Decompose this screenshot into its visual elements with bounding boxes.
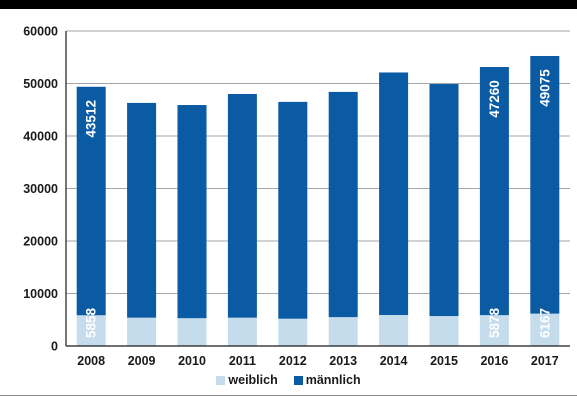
bottom-rule xyxy=(0,395,577,396)
y-tick-label: 40000 xyxy=(23,130,58,144)
legend-swatch-maennlich xyxy=(293,375,303,385)
x-tick-label: 2016 xyxy=(480,354,508,368)
bar-2015-series-1 xyxy=(429,84,459,317)
x-tick-label: 2010 xyxy=(178,354,206,368)
stacked-bar-chart: 0 10000 20000 30000 40000 50000 60000 2008 2009 2… xyxy=(23,25,570,368)
bar-2012-series-0 xyxy=(278,318,308,346)
bar-2014-series-0 xyxy=(379,315,409,346)
x-tick-label: 2014 xyxy=(380,354,408,368)
bar-2008-series-0 xyxy=(76,315,106,346)
bar-2013-series-0 xyxy=(328,317,358,346)
legend-swatch-weiblich xyxy=(216,375,226,385)
top-rule xyxy=(0,0,577,9)
legend-item-maennlich: männlich xyxy=(293,373,361,387)
y-tick-label: 50000 xyxy=(23,77,58,91)
data-label-2017-series-1: 49075 xyxy=(537,69,552,107)
bar-2016-series-1 xyxy=(479,67,509,316)
legend: weiblich männlich xyxy=(0,371,577,389)
bar-2010-series-0 xyxy=(177,318,207,346)
x-tick-label: 2017 xyxy=(531,354,559,368)
x-tick-label: 2011 xyxy=(229,354,256,368)
y-tick-label: 0 xyxy=(51,340,58,354)
legend-item-weiblich: weiblich xyxy=(216,373,278,387)
bar-2017-series-0 xyxy=(530,313,560,346)
bar-2009-series-0 xyxy=(127,317,157,346)
bar-2016-series-0 xyxy=(479,315,509,346)
legend-label-maennlich: männlich xyxy=(305,373,361,387)
data-label-2016-series-1: 47260 xyxy=(487,80,502,118)
bar-2015-series-0 xyxy=(429,316,459,346)
bar-2014-series-1 xyxy=(379,72,409,316)
labels: 5858 43512 5878 47260 6167 49075 xyxy=(84,69,553,338)
bar-2011-series-1 xyxy=(227,94,257,318)
data-label-2008-series-1: 43512 xyxy=(84,100,99,138)
bar-2008-series-1 xyxy=(76,86,106,316)
bar-2013-series-1 xyxy=(328,91,358,318)
x-tick-label: 2013 xyxy=(329,354,357,368)
y-tick-label: 30000 xyxy=(23,182,58,196)
bar-2012-series-1 xyxy=(278,101,308,319)
data-label-2008-series-0: 5858 xyxy=(84,307,99,338)
legend-label-weiblich: weiblich xyxy=(228,373,278,387)
data-label-2017-series-0: 6167 xyxy=(537,308,552,338)
bar-2010-series-1 xyxy=(177,105,207,319)
y-tick-label: 10000 xyxy=(23,287,58,301)
axes: 0 10000 20000 30000 40000 50000 60000 2008 2009 2… xyxy=(23,25,570,368)
x-tick-label: 2012 xyxy=(279,354,307,368)
y-tick-label: 20000 xyxy=(23,235,58,249)
x-tick-label: 2015 xyxy=(430,354,458,368)
data-label-2016-series-0: 5878 xyxy=(487,307,502,338)
bars xyxy=(76,55,560,346)
bar-2017-series-1 xyxy=(530,55,560,314)
x-tick-label: 2009 xyxy=(128,354,156,368)
bar-2011-series-0 xyxy=(227,317,257,346)
bar-2009-series-1 xyxy=(127,102,157,318)
x-tick-label: 2008 xyxy=(77,354,105,368)
y-tick-label: 60000 xyxy=(23,25,58,39)
